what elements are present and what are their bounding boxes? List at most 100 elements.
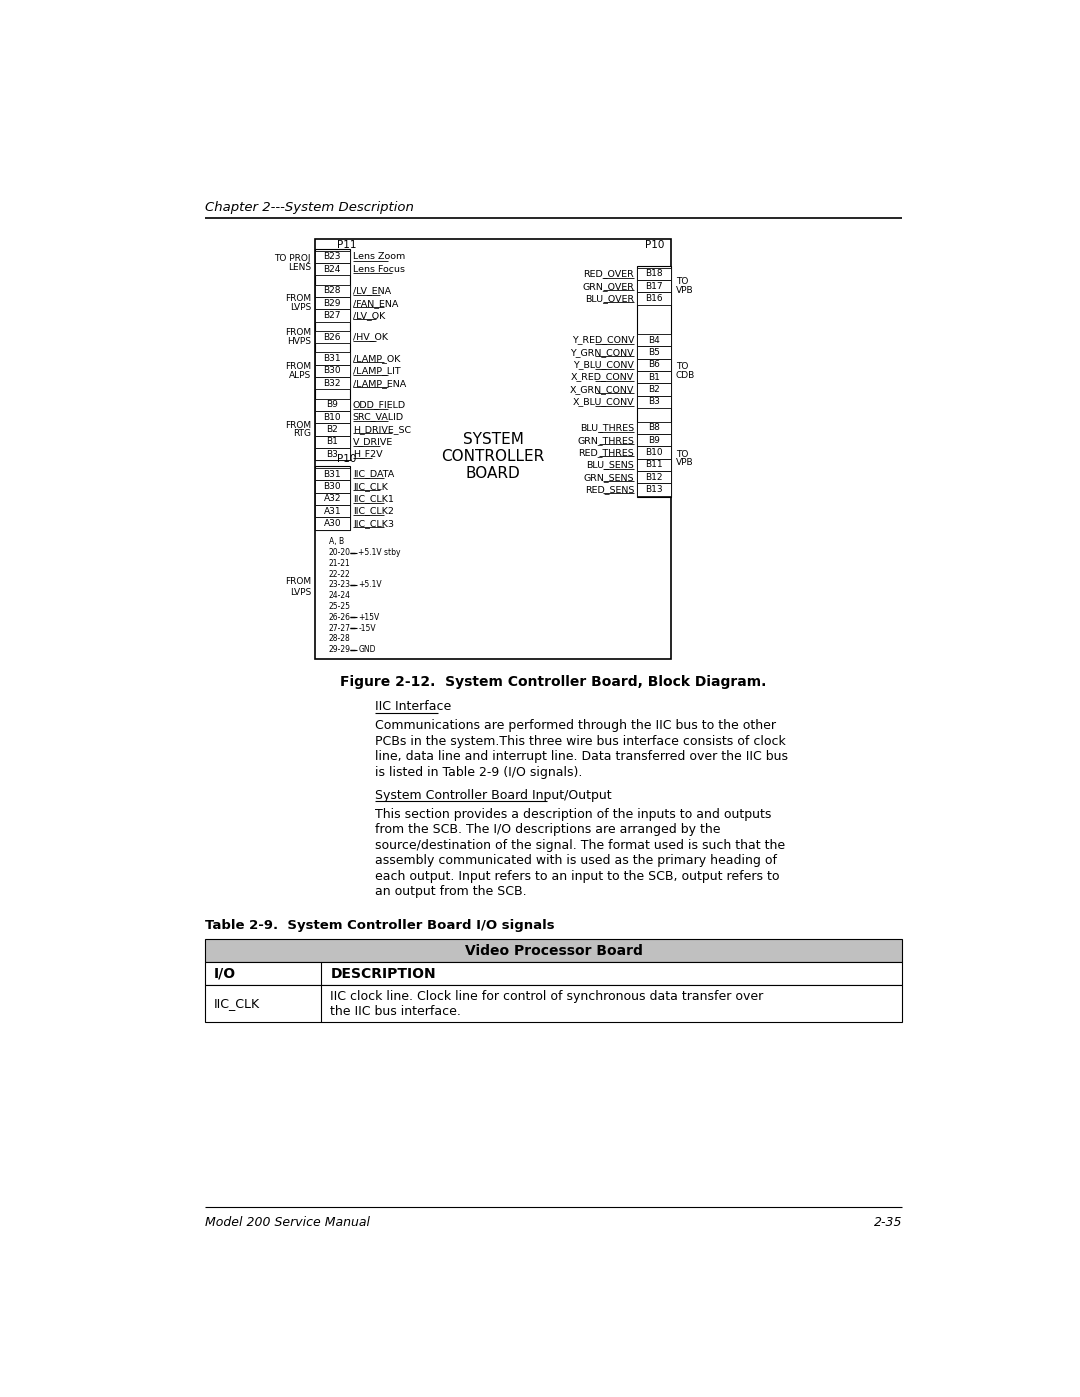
Bar [637,267,672,497]
Text: B28: B28 [324,286,341,295]
Bar [314,411,350,423]
Text: B4: B4 [648,335,660,345]
Text: Lens Focus: Lens Focus [353,265,405,274]
Text: B13: B13 [646,485,663,495]
Text: BLU_OVER: BLU_OVER [585,293,634,303]
Bar [314,285,350,298]
Text: 24-24: 24-24 [328,591,351,601]
Bar [205,963,902,985]
Text: 2-35: 2-35 [874,1215,902,1229]
Text: B17: B17 [646,282,663,291]
Text: IIC_CLK: IIC_CLK [214,997,260,1010]
Bar [637,292,672,305]
Text: B9: B9 [648,436,660,444]
Text: GRN_THRES: GRN_THRES [577,436,634,444]
Text: Lens Zoom: Lens Zoom [353,253,405,261]
Text: /HV_OK: /HV_OK [353,332,388,341]
Text: V_DRIVE: V_DRIVE [353,437,393,446]
Bar [314,263,350,275]
Text: assembly communicated with is used as the primary heading of: assembly communicated with is used as th… [375,854,778,868]
Text: B11: B11 [646,461,663,469]
Text: RED_THRES: RED_THRES [579,448,634,457]
Text: -15V: -15V [359,623,376,633]
Text: B10: B10 [323,412,341,422]
Text: Video Processor Board: Video Processor Board [464,944,643,958]
Bar [637,458,672,471]
Text: P10: P10 [645,240,664,250]
Text: 22-22: 22-22 [328,570,351,578]
Text: IIC clock line. Clock line for control of synchronous data transfer over: IIC clock line. Clock line for control o… [330,989,764,1003]
Text: FROM: FROM [285,577,311,587]
Text: /FAN_ENA: /FAN_ENA [353,299,399,307]
Text: 23-23: 23-23 [328,581,351,590]
Text: FROM: FROM [285,362,311,372]
Bar [637,372,672,383]
Bar [314,517,350,529]
Text: B10: B10 [646,448,663,457]
Text: B12: B12 [646,472,663,482]
Text: IIC_DATA: IIC_DATA [353,469,394,479]
Text: BLU_SENS: BLU_SENS [586,461,634,469]
Bar [314,423,350,436]
Text: Y_GRN_CONV: Y_GRN_CONV [570,348,634,358]
Text: /LAMP_OK: /LAMP_OK [353,353,401,363]
Bar [205,939,902,963]
Text: I/O: I/O [214,967,237,981]
Text: 29-29: 29-29 [328,645,351,654]
Text: This section provides a description of the inputs to and outputs: This section provides a description of t… [375,807,771,821]
Text: SYSTEM: SYSTEM [462,432,524,447]
Bar [314,468,350,481]
Text: Model 200 Service Manual: Model 200 Service Manual [205,1215,369,1229]
Bar [314,448,350,460]
Text: VPB: VPB [676,458,693,468]
Text: 27-27: 27-27 [328,623,351,633]
Text: B18: B18 [646,270,663,278]
Text: 28-28: 28-28 [328,634,351,644]
Text: IIC_CLK1: IIC_CLK1 [353,495,393,503]
Text: SRC_VALID: SRC_VALID [353,412,404,422]
Bar [637,383,672,395]
Text: System Controller Board Input/Output: System Controller Board Input/Output [375,789,616,802]
Text: B1: B1 [648,373,660,381]
Bar [637,395,672,408]
Text: +5.1V stby: +5.1V stby [359,548,401,557]
Bar [314,467,350,529]
Text: +15V: +15V [359,613,379,622]
Text: B31: B31 [323,469,341,479]
Text: B8: B8 [648,423,660,433]
Text: IIC_CLK: IIC_CLK [353,482,388,490]
Text: LVPS: LVPS [289,303,311,312]
Text: IIC Interface: IIC Interface [375,700,451,712]
Bar [314,377,350,390]
Text: CONTROLLER: CONTROLLER [442,450,544,464]
Text: B30: B30 [323,366,341,376]
Text: Y_RED_CONV: Y_RED_CONV [571,335,634,345]
Text: B2: B2 [326,425,338,434]
Text: DESCRIPTION: DESCRIPTION [330,967,436,981]
Text: CDB: CDB [676,370,696,380]
Bar [314,309,350,321]
Text: /LV_ENA: /LV_ENA [353,286,391,295]
Text: B3: B3 [648,397,660,407]
Text: HVPS: HVPS [287,337,311,346]
Text: source/destination of the signal. The format used is such that the: source/destination of the signal. The fo… [375,838,785,852]
Bar [314,504,350,517]
Text: LENS: LENS [287,263,311,272]
Bar [314,481,350,493]
Bar [314,352,350,365]
Text: A, B: A, B [328,538,343,546]
Bar [314,398,350,411]
Text: 26-26: 26-26 [328,613,351,622]
Text: A32: A32 [324,495,341,503]
Text: IIC_CLK3: IIC_CLK3 [353,518,394,528]
Text: B27: B27 [324,312,341,320]
Text: /LV_OK: /LV_OK [353,312,386,320]
Bar [637,334,672,346]
Text: B9: B9 [326,401,338,409]
Text: RED_OVER: RED_OVER [583,270,634,278]
Text: P10: P10 [337,454,356,464]
Bar [637,268,672,279]
Text: Figure 2-12.  System Controller Board, Block Diagram.: Figure 2-12. System Controller Board, Bl… [340,675,767,689]
Bar [637,434,672,447]
Text: A30: A30 [323,518,341,528]
